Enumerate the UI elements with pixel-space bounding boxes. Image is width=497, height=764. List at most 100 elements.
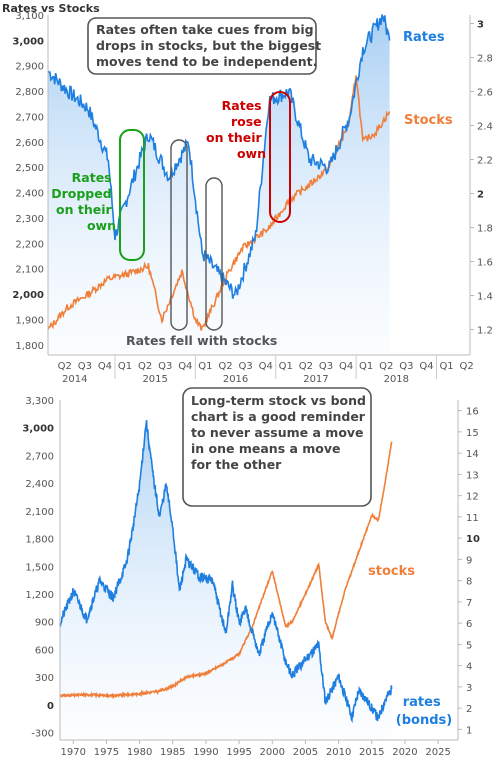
chart1-left-tick: 2,000 [12,290,44,301]
chart2-right-tick: 12 [466,492,479,503]
chart2-right-tick: 6 [466,619,472,630]
chart2-year-label: 2005 [293,747,318,758]
chart1-quarter-label: Q2 [379,361,393,372]
chart2-left-tick: 900 [35,618,54,629]
chart1-quarter-label: Q3 [399,361,413,372]
chart2-legend-stocks: stocks [368,564,415,579]
ann-rose-3: on their [206,130,262,145]
chart1-quarter-label: Q2 [58,361,72,372]
chart1-note-text: Rates often take cues from big drops in … [96,22,326,69]
chart1-quarter-label: Q4 [178,361,192,372]
ann-rose-2: rose [231,114,262,129]
chart1-right-tick: 1.6 [477,258,493,269]
chart1-note-line-1: Rates often take cues from big [96,22,314,37]
chart2-right-tick: 10 [466,534,480,545]
chart2-year-label: 2010 [326,747,351,758]
chart2-year-label: 1990 [193,747,218,758]
chart1-left-tick: 1,800 [15,341,44,352]
chart1-lines [47,14,391,331]
chart2-left-tick: 3,000 [22,424,54,435]
chart1-quarter-label: Q1 [359,361,373,372]
chart2-year-label: 2000 [260,747,285,758]
ann-rose-1: Rates [222,98,262,113]
chart2-right-tick: 5 [466,640,472,651]
chart2-year-label: 1970 [61,747,86,758]
ann-dropped-1: Rates [72,170,112,185]
legend-rates-2: (bonds) [396,713,452,728]
chart2-year-label: 1980 [127,747,152,758]
chart1-left-tick: 2,400 [15,189,44,200]
chart1-highlight-fell-2 [205,177,223,331]
chart1-ann-rose: Rates rose on their own [206,98,266,161]
chart2-note-line-4: in one means a move [191,441,341,456]
chart1-quarter-label: Q4 [419,361,433,372]
chart1-year-label: 2018 [384,374,409,385]
chart2-right-tick: 1 [466,725,472,736]
chart2-right-tick: 7 [466,598,472,609]
chart1-note-box [87,17,317,75]
chart2-left-tick: 0 [47,701,54,712]
chart1-title: Rates vs Stocks [2,2,100,15]
chart1-quarter-label: Q1 [198,361,212,372]
chart1-right-tick: 2.8 [477,54,493,65]
chart1-left-tick: 2,300 [15,214,44,225]
chart2-year-label: 1995 [226,747,251,758]
chart1-quarter-label: Q1 [439,361,453,372]
chart1-right-tick: 2 [477,190,484,201]
chart2-year-label: 1985 [160,747,185,758]
chart2-right-tick: 4 [466,662,472,673]
chart2-left-tick: 3,300 [25,396,54,407]
chart1-quarter-label: Q3 [319,361,333,372]
chart1-ann-dropped: Rates Dropped on their own [51,170,116,233]
chart1-quarter-label: Q4 [339,361,353,372]
chart1-quarter-label: Q2 [299,361,313,372]
chart2-note-text: Long-term stock vs bond chart is a good … [191,393,370,472]
chart2-ticks: 3,300 3,000 2,700 2,400 2,100 1,800 1,500 1,200… [22,396,480,758]
ann-dropped-3: on their [56,202,112,217]
chart1-year-label: 2017 [303,374,328,385]
chart1-right-tick: 3 [477,20,484,31]
chart1-right-tick: 2.6 [477,88,493,99]
chart1-quarter-label: Q4 [259,361,273,372]
chart1-year-label: 2014 [62,374,87,385]
chart1-left-tick: 2,600 [15,138,44,149]
chart1-right-tick: 1.4 [477,292,493,303]
chart1-left-tick: 2,200 [15,239,44,250]
chart1-right-tick: 2.2 [477,156,493,167]
chart1-quarter-label: Q2 [138,361,152,372]
chart1-left-tick: 2,700 [15,112,44,123]
chart1-quarter-label: Q3 [158,361,172,372]
chart2-legend-rates: rates (bonds) [396,695,452,728]
chart2-left-tick: 300 [35,673,54,684]
chart1-rates-line [47,14,391,299]
chart2-right-tick: 11 [466,513,479,524]
chart1-legend-stocks: Stocks [404,113,453,128]
ann-dropped-2: Dropped [51,186,111,201]
chart2-right-tick: 15 [466,428,479,439]
chart2-left-tick: 2,700 [25,451,54,462]
chart1-right-tick: 1.2 [477,326,493,337]
chart2-right-tick: 13 [466,470,479,481]
chart1-left-tick: 2,800 [15,87,44,98]
chart1-left-tick: 2,500 [15,163,44,174]
chart1-ticks: 3,100 3,000 2,900 2,800 2,700 2,600 2,500 2,400… [12,11,493,385]
chart1-right-tick: 1.8 [477,224,493,235]
chart2-left-tick: 1,800 [25,535,54,546]
chart2-left-tick: 2,400 [25,479,54,490]
chart2-note-line-3: to never assume a move [191,425,364,440]
chart2-left-tick: 1,200 [25,590,54,601]
chart2-year-label: 2015 [359,747,384,758]
chart1-left-tick: 3,100 [15,11,44,22]
chart1-quarter-label: Q2 [460,361,474,372]
chart2-right-tick: 9 [466,555,472,566]
ann-rose-4: own [237,146,266,161]
legend-rates-1: rates [403,695,441,710]
chart2-rates-line [59,420,393,724]
ann-dropped-4: own [87,218,116,233]
chart1-quarter-label: Q2 [218,361,232,372]
chart2-note-line-5: for the other [191,457,282,472]
chart1-highlight-dropped [119,129,145,261]
chart1-year-label: 2015 [142,374,167,385]
